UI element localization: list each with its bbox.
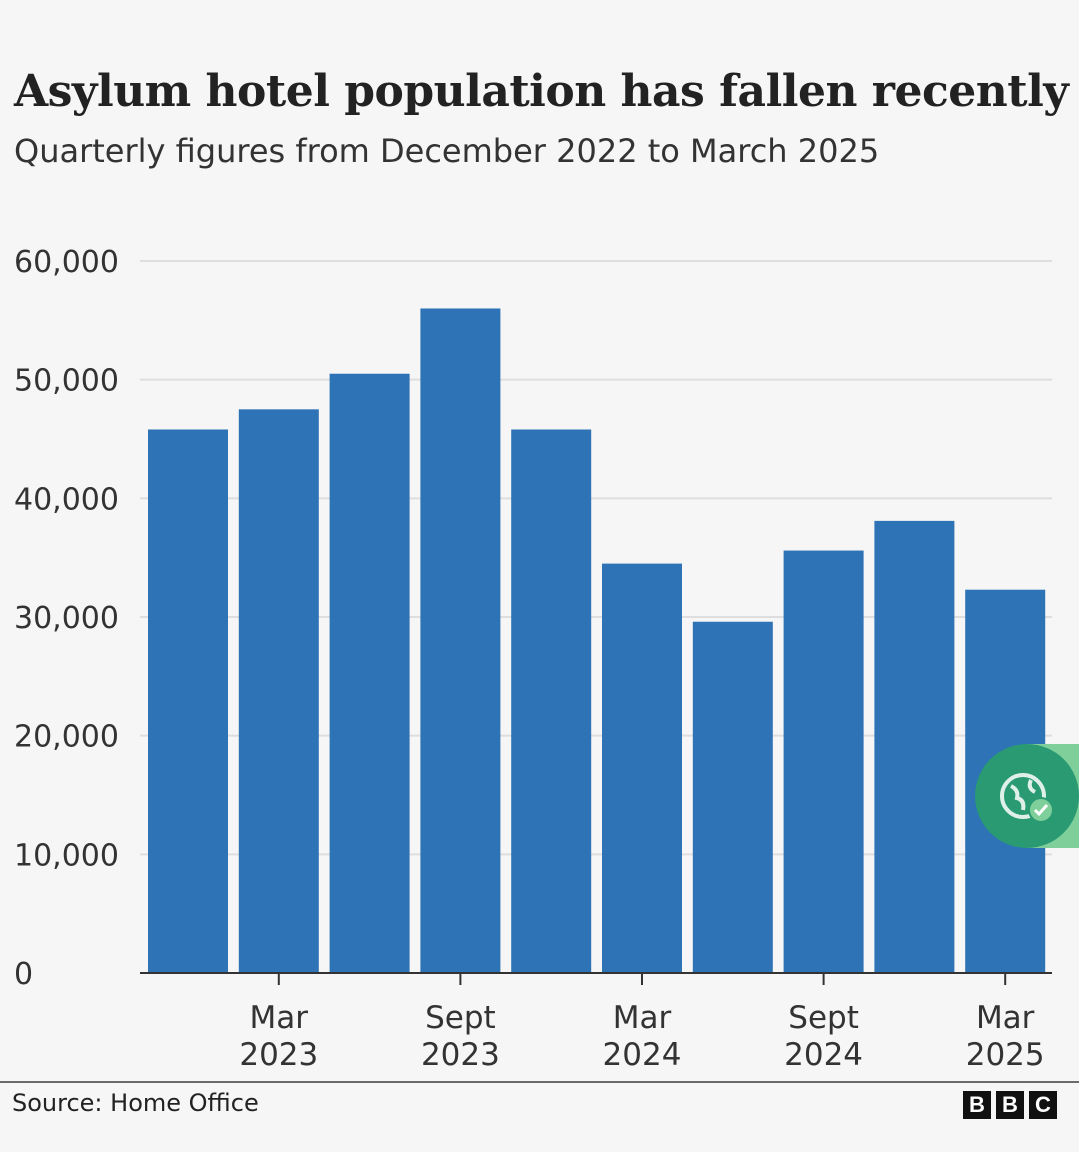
y-tick-label: 0: [14, 957, 33, 992]
y-tick-label: 10,000: [14, 838, 119, 873]
x-tick-label: 2023: [239, 1037, 318, 1073]
x-tick-label: 2023: [421, 1037, 500, 1073]
logo-letter: C: [1029, 1091, 1057, 1119]
chart-subtitle: Quarterly figures from December 2022 to …: [14, 132, 880, 170]
bar: [329, 373, 410, 973]
x-tick-label: 2024: [784, 1037, 863, 1073]
bar: [692, 621, 773, 973]
x-tick-label: Mar: [613, 1000, 672, 1036]
x-tick-label: Mar: [976, 1000, 1035, 1036]
y-tick-label: 20,000: [14, 720, 119, 755]
y-tick-label: 40,000: [14, 482, 119, 517]
x-tick-label: Sept: [788, 1000, 859, 1036]
x-tick-label: 2025: [966, 1037, 1045, 1073]
bar: [148, 429, 228, 973]
bbc-logo: B B C: [963, 1091, 1057, 1119]
bar-chart: 0 10,000 20,000 30,000 40,000 50,000 60,000 Mar…: [14, 245, 1052, 1073]
bar: [511, 429, 592, 973]
chart-title: Asylum hotel population has fallen recen…: [14, 66, 1069, 117]
widget-circle: [975, 744, 1079, 848]
bar: [238, 409, 319, 973]
y-tick-label: 30,000: [14, 601, 119, 636]
x-tick-label: Sept: [425, 1000, 496, 1036]
translate-widget-button[interactable]: [975, 744, 1079, 848]
logo-letter: B: [963, 1091, 991, 1119]
globe-check-icon: [1000, 773, 1054, 823]
y-tick-label: 50,000: [14, 364, 119, 399]
bar: [874, 520, 955, 973]
bar: [602, 563, 682, 973]
bar: [420, 308, 501, 973]
y-tick-label: 60,000: [14, 245, 119, 280]
logo-letter: B: [996, 1091, 1024, 1119]
x-tick-label: 2024: [603, 1037, 682, 1073]
bar: [783, 550, 864, 973]
source-note: Source: Home Office: [12, 1089, 259, 1117]
footer-divider: [0, 1081, 1079, 1083]
x-tick-label: Mar: [250, 1000, 309, 1036]
